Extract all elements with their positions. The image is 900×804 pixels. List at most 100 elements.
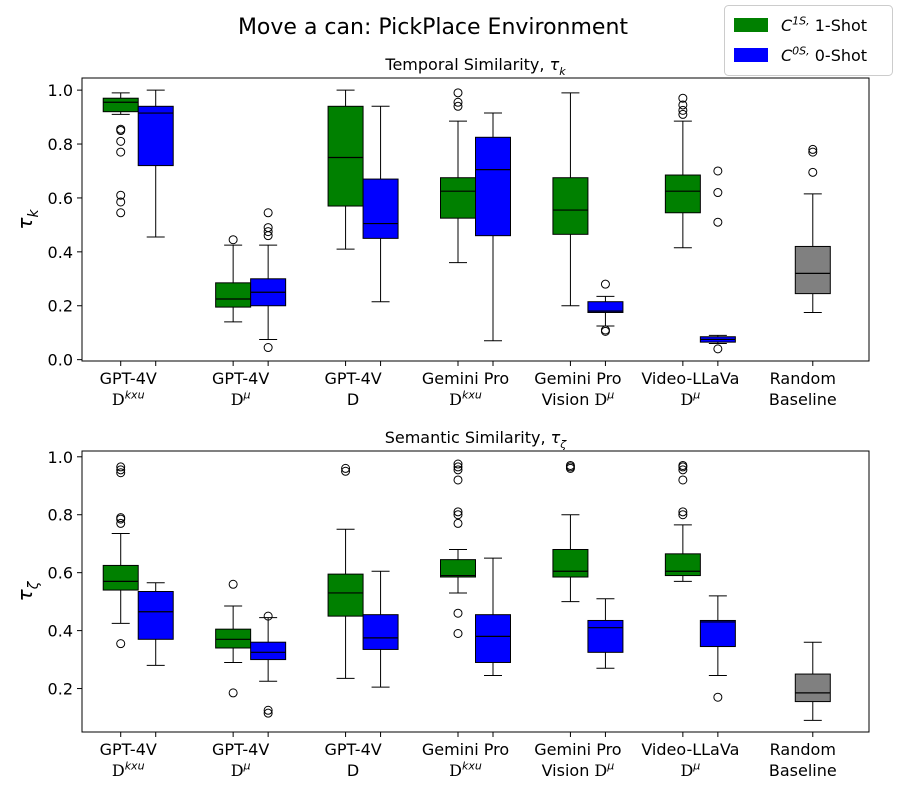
temporal-similarity-panel: Temporal Similarity, τk​ τk​ 0.0 0.2 0.4 0.6 0… [13,55,870,409]
outlier-point [808,144,818,154]
panel-title: Semantic Similarity, τζ​ [385,428,568,451]
box [699,619,736,648]
box [215,282,252,308]
outlier-point [453,518,463,528]
outlier-point [116,514,126,524]
outlier-point [263,705,273,715]
box [327,105,364,207]
outlier-point [116,468,126,478]
outlier-point [453,462,463,472]
outlier-point [116,639,126,649]
x-tick-label: Gemini Pro [422,369,509,388]
outlier-point [678,475,688,485]
outlier-point [678,109,688,119]
x-tick-label-sub: Vision Dμ​ [542,759,615,780]
outlier-point [263,231,273,241]
outlier-point [600,326,610,336]
outlier-point [678,105,688,115]
legend-label: C1S, 1-Shot [781,14,867,35]
y-tick-label: 0.2 [48,680,73,699]
outlier-point [116,465,126,475]
x-tick-label: GPT-4V [100,369,157,388]
x-tick-label: Random [770,740,836,759]
box [440,177,476,219]
outlier-point [228,235,238,245]
outlier-point [713,166,723,176]
box [664,553,701,577]
box-plot [664,460,701,582]
outlier-point [116,190,126,200]
x-tick-label-sub: Vision Dμ​ [542,388,615,409]
figure-title: Move a can: PickPlace Environment [238,15,628,40]
x-tick-label-sub: Baseline [769,390,837,409]
x-tick-label-sub: Dkxu​ [112,759,145,780]
box-plot [699,166,736,354]
x-tick-label-sub: Dμ​ [680,759,700,780]
box [475,614,511,663]
outlier-point [678,465,688,475]
outlier-point [453,475,463,485]
y-axis-label: τζ​ [13,580,42,601]
axes-frame [81,77,870,362]
outlier-point [263,227,273,237]
y-tick-label: 0.4 [48,243,73,262]
outlier-point [453,101,463,111]
x-tick-label: GPT-4V [324,369,381,388]
outlier-point [453,629,463,639]
legend-label: C0S, 0-Shot [781,44,867,65]
legend-swatch [734,48,768,62]
box [475,136,511,237]
x-tick-label-sub: Dkxu​ [112,388,145,409]
outlier-point [116,462,126,472]
outlier-point [678,507,688,517]
outlier-point [453,88,463,98]
box-plot [552,92,589,307]
box [552,177,589,235]
outlier-point [453,459,463,469]
box [587,619,624,653]
box [552,548,589,578]
y-tick-label: 0.6 [48,564,73,583]
box-plot [102,92,139,218]
outlier-point [341,463,351,473]
outlier-point [713,217,723,227]
box-plot [440,459,476,639]
y-tick-label: 0.2 [48,297,73,316]
x-tick-label: GPT-4V [212,740,269,759]
outlier-point [263,708,273,718]
panel-title: Temporal Similarity, τk​ [384,55,566,78]
outlier-point [808,167,818,177]
x-tick-label: Random [770,369,836,388]
outlier-point [453,510,463,520]
box-plot [475,557,511,677]
box-plot [794,144,831,313]
outlier-point [453,608,463,618]
y-tick-label: 0.8 [48,506,73,525]
box-plot [664,93,701,249]
box [137,105,174,167]
x-tick-label-sub: Dμ​ [231,759,251,780]
box-plot [215,235,252,323]
outlier-point [116,147,126,157]
x-tick-label-sub: D [347,390,359,409]
x-tick-label: Gemini Pro [534,369,621,388]
outlier-point [116,197,126,207]
box [362,614,399,650]
outlier-point [228,688,238,698]
outlier-point [600,279,610,289]
x-tick-label-sub: Dkxu​ [449,388,482,409]
box [250,641,287,661]
x-tick-label: Gemini Pro [422,740,509,759]
box-plot [362,570,399,688]
x-tick-label-sub: Baseline [769,761,837,780]
y-tick-label: 0.8 [48,135,73,154]
box [587,301,624,313]
x-tick-label-sub: Dμ​ [680,388,700,409]
box-plot [137,582,174,666]
box [102,564,139,591]
box [664,174,701,214]
x-tick-label: Video-LLaVa [641,369,739,388]
y-tick-label: 0.6 [48,189,73,208]
outlier-point [116,518,126,528]
